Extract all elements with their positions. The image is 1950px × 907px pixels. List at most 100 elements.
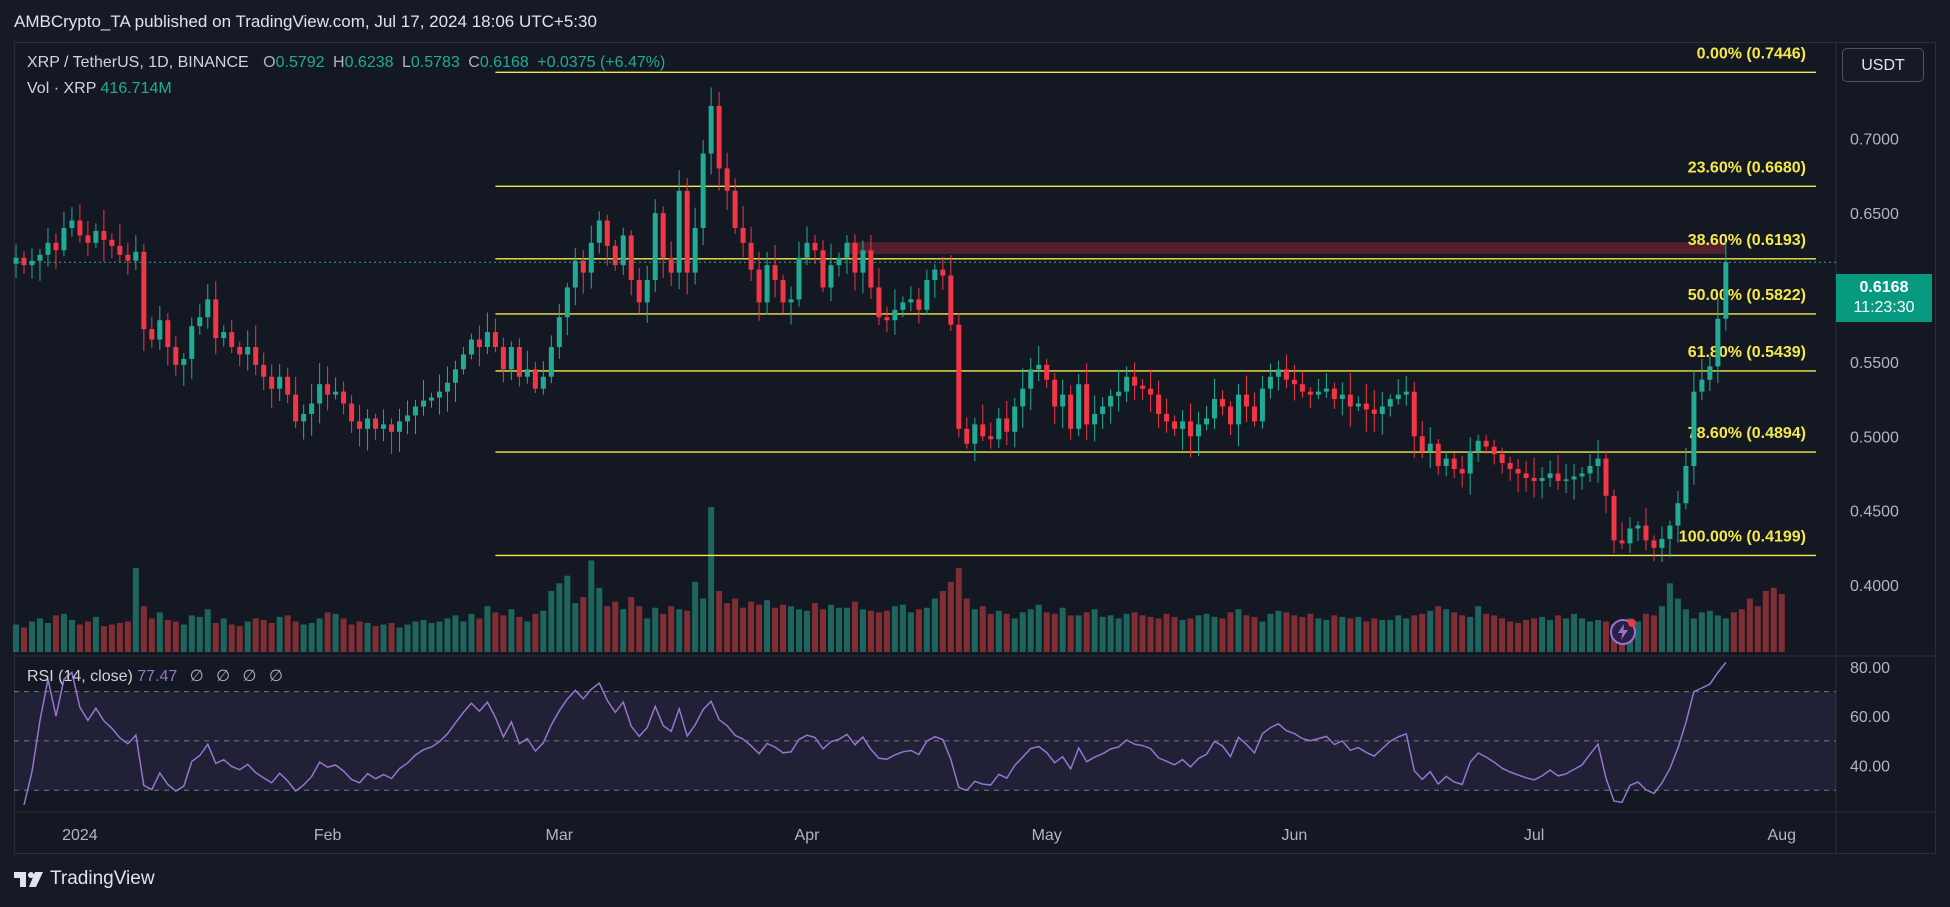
candle-body — [1219, 399, 1225, 407]
volume-bar — [843, 607, 850, 652]
volume-bar — [931, 598, 938, 652]
volume-bar — [76, 624, 83, 652]
volume-bar — [748, 601, 755, 652]
volume-bar — [1762, 590, 1769, 652]
volume-bar — [1211, 616, 1218, 652]
candle-body — [1291, 379, 1297, 385]
volume-bar — [676, 609, 683, 652]
candle-body — [1547, 473, 1553, 478]
candle-body — [668, 257, 674, 273]
candle-body — [1196, 424, 1202, 437]
volume-bar — [1355, 616, 1362, 652]
volume-bar — [1003, 613, 1010, 652]
candle-body — [1164, 413, 1170, 422]
candle-body — [700, 153, 706, 228]
volume-bar — [588, 560, 595, 652]
candle-body — [37, 254, 43, 261]
candle-body — [405, 415, 411, 422]
candle-body — [892, 309, 898, 321]
volume-bar — [244, 621, 251, 652]
candle-body — [117, 245, 123, 255]
candle-body — [1363, 403, 1369, 410]
volume-bar — [1499, 618, 1506, 652]
x-tick-label: Feb — [314, 827, 342, 844]
rsi-tick-label: 40.00 — [1850, 759, 1890, 776]
volume-bar — [1099, 616, 1106, 652]
rsi-label[interactable]: RSI (14, close) — [27, 668, 133, 685]
volume-bar — [316, 618, 323, 652]
volume-bar — [372, 626, 379, 652]
candle-body — [988, 436, 994, 440]
volume-bar — [396, 627, 403, 652]
volume-bar — [1075, 615, 1082, 652]
candle-body — [309, 403, 315, 414]
rsi-value: 77.47 — [137, 668, 178, 685]
volume-bar — [1307, 613, 1314, 652]
candle-body — [476, 339, 482, 347]
volume-bar — [1371, 618, 1378, 652]
volume-bar — [276, 616, 283, 652]
volume-bar — [1227, 612, 1234, 652]
volume-bar — [867, 610, 874, 652]
candle-body — [556, 317, 562, 347]
volume-bar — [1515, 623, 1522, 652]
candle-body — [1212, 399, 1217, 419]
volume-bar — [1595, 619, 1602, 652]
candle-body — [452, 369, 458, 383]
candle-body — [956, 324, 962, 429]
candle-body — [596, 220, 602, 243]
candle-body — [1571, 476, 1577, 480]
symbol-title[interactable]: XRP / TetherUS, 1D, BINANCE — [27, 54, 249, 71]
volume-bar — [700, 598, 707, 652]
volume-bar — [1219, 618, 1226, 652]
candle-body — [1539, 477, 1545, 481]
volume-bar — [1283, 612, 1290, 652]
volume-bar — [1698, 612, 1705, 652]
candle-body — [149, 329, 155, 340]
candle-body — [389, 424, 395, 432]
volume-bar — [692, 581, 699, 652]
candle-body — [1275, 369, 1281, 377]
volume-bar — [1323, 619, 1330, 652]
footer-brand[interactable]: TradingView — [14, 868, 155, 890]
candle-body — [141, 251, 147, 330]
volume-bar — [780, 604, 787, 652]
candle-body — [460, 354, 466, 370]
volume-bar — [1195, 615, 1202, 652]
volume-bar — [524, 621, 531, 652]
volume-bar — [835, 607, 842, 652]
volume-bar — [20, 627, 27, 652]
volume-bar — [772, 607, 779, 652]
candle-body — [900, 302, 906, 310]
volume-bar — [228, 624, 235, 652]
candle-body — [1651, 540, 1657, 548]
candle-body — [1052, 379, 1058, 407]
volume-bar — [1243, 615, 1250, 652]
candle-body — [1475, 440, 1481, 452]
volume-label[interactable]: Vol · XRP — [27, 80, 97, 97]
publish-info: AMBCrypto_TA published on TradingView.co… — [14, 12, 597, 31]
candle-body — [77, 220, 83, 236]
candle-body — [916, 299, 922, 310]
currency-button[interactable]: USDT — [1842, 48, 1924, 82]
last-price: 0.6168 — [1859, 279, 1909, 296]
volume-bar — [1379, 619, 1386, 652]
volume-bar — [756, 604, 763, 652]
volume-bar — [268, 623, 275, 652]
volume-bar — [532, 613, 539, 652]
volume-bar — [668, 606, 675, 652]
candle-body — [1451, 458, 1457, 469]
volume-bar — [1299, 616, 1306, 652]
volume-bar — [1451, 612, 1458, 652]
candle-body — [69, 220, 75, 228]
candle-body — [1036, 364, 1042, 370]
volume-bar — [907, 612, 914, 652]
high-value: 0.6238 — [344, 54, 394, 71]
candle-body — [972, 424, 978, 444]
candle-body — [500, 347, 506, 370]
candle-body — [173, 347, 179, 365]
lightning-icon[interactable] — [1608, 617, 1638, 647]
candle-body — [1012, 406, 1018, 432]
volume-bar — [1179, 619, 1186, 652]
